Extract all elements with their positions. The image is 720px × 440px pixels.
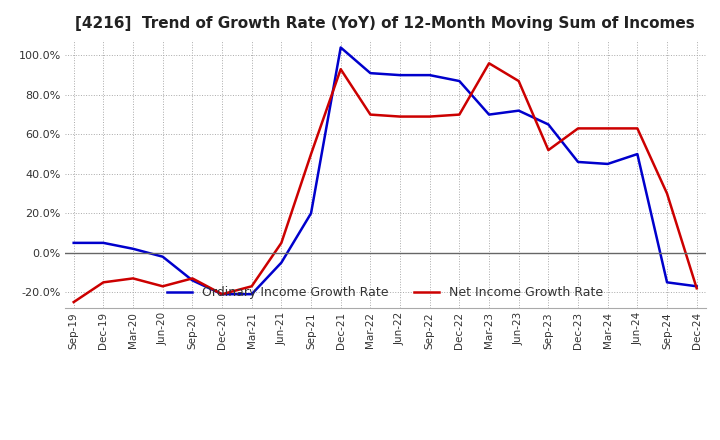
Net Income Growth Rate bbox=[307, 151, 315, 157]
Ordinary Income Growth Rate bbox=[514, 108, 523, 113]
Net Income Growth Rate bbox=[693, 286, 701, 291]
Net Income Growth Rate bbox=[129, 276, 138, 281]
Ordinary Income Growth Rate bbox=[662, 280, 671, 285]
Ordinary Income Growth Rate bbox=[99, 240, 108, 246]
Net Income Growth Rate bbox=[217, 292, 226, 297]
Net Income Growth Rate bbox=[662, 191, 671, 196]
Net Income Growth Rate bbox=[248, 284, 256, 289]
Ordinary Income Growth Rate bbox=[158, 254, 167, 259]
Ordinary Income Growth Rate bbox=[426, 73, 434, 78]
Ordinary Income Growth Rate bbox=[248, 292, 256, 297]
Ordinary Income Growth Rate bbox=[396, 73, 405, 78]
Line: Net Income Growth Rate: Net Income Growth Rate bbox=[73, 63, 697, 302]
Ordinary Income Growth Rate bbox=[603, 161, 612, 167]
Net Income Growth Rate bbox=[69, 300, 78, 305]
Net Income Growth Rate bbox=[574, 126, 582, 131]
Line: Ordinary Income Growth Rate: Ordinary Income Growth Rate bbox=[73, 48, 697, 294]
Net Income Growth Rate bbox=[514, 78, 523, 84]
Ordinary Income Growth Rate bbox=[307, 211, 315, 216]
Ordinary Income Growth Rate bbox=[217, 292, 226, 297]
Net Income Growth Rate bbox=[455, 112, 464, 117]
Legend: Ordinary Income Growth Rate, Net Income Growth Rate: Ordinary Income Growth Rate, Net Income … bbox=[163, 282, 608, 304]
Net Income Growth Rate bbox=[426, 114, 434, 119]
Ordinary Income Growth Rate bbox=[277, 260, 286, 265]
Net Income Growth Rate bbox=[277, 240, 286, 246]
Net Income Growth Rate bbox=[485, 61, 493, 66]
Ordinary Income Growth Rate bbox=[574, 159, 582, 165]
Ordinary Income Growth Rate bbox=[544, 122, 553, 127]
Net Income Growth Rate bbox=[544, 147, 553, 153]
Ordinary Income Growth Rate bbox=[633, 151, 642, 157]
Ordinary Income Growth Rate bbox=[485, 112, 493, 117]
Ordinary Income Growth Rate bbox=[69, 240, 78, 246]
Net Income Growth Rate bbox=[158, 284, 167, 289]
Ordinary Income Growth Rate bbox=[188, 278, 197, 283]
Ordinary Income Growth Rate bbox=[455, 78, 464, 84]
Ordinary Income Growth Rate bbox=[693, 284, 701, 289]
Ordinary Income Growth Rate bbox=[129, 246, 138, 251]
Title: [4216]  Trend of Growth Rate (YoY) of 12-Month Moving Sum of Incomes: [4216] Trend of Growth Rate (YoY) of 12-… bbox=[76, 16, 695, 32]
Ordinary Income Growth Rate bbox=[366, 70, 374, 76]
Net Income Growth Rate bbox=[99, 280, 108, 285]
Net Income Growth Rate bbox=[396, 114, 405, 119]
Net Income Growth Rate bbox=[336, 66, 345, 72]
Net Income Growth Rate bbox=[603, 126, 612, 131]
Net Income Growth Rate bbox=[633, 126, 642, 131]
Ordinary Income Growth Rate bbox=[336, 45, 345, 50]
Net Income Growth Rate bbox=[366, 112, 374, 117]
Net Income Growth Rate bbox=[188, 276, 197, 281]
